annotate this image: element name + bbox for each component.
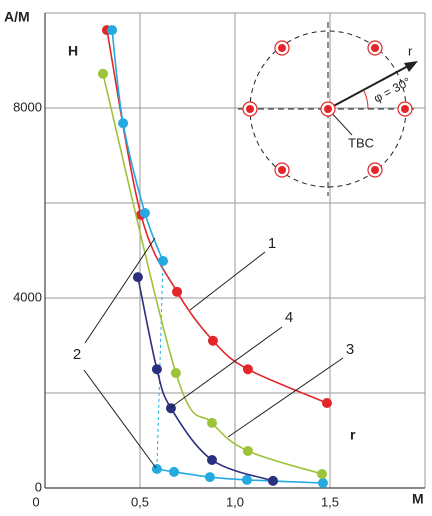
series-label: 2 xyxy=(73,346,81,363)
data-point xyxy=(97,68,108,79)
inset-label: r xyxy=(408,43,413,58)
x-tick-label: 1,5 xyxy=(321,494,339,509)
y-tick-label: 8000 xyxy=(13,99,42,114)
data-point xyxy=(151,364,162,375)
data-point xyxy=(139,207,150,218)
leader-line xyxy=(227,357,344,438)
data-point xyxy=(170,368,181,379)
series-label: 1 xyxy=(268,235,276,252)
data-point xyxy=(242,445,253,456)
leader-line xyxy=(189,251,266,311)
y-axis-label: A/M xyxy=(4,9,30,25)
data-point xyxy=(151,464,162,474)
series-label: 4 xyxy=(285,309,293,326)
series-label: 3 xyxy=(346,341,354,358)
data-point xyxy=(207,335,218,346)
y-tick-label: 4000 xyxy=(13,289,42,304)
x-tick-label: 1,0 xyxy=(226,494,244,509)
inset-arrowhead xyxy=(404,61,418,72)
series-curve xyxy=(102,73,323,475)
inset-rod-cores xyxy=(246,44,409,174)
inset-rods xyxy=(242,40,413,178)
data-point xyxy=(268,475,278,486)
x-tick-label: 0,5 xyxy=(131,494,149,509)
leader-line xyxy=(169,326,283,409)
annotation: H xyxy=(68,43,78,59)
inset-angle xyxy=(363,90,369,110)
x-axis-label: M xyxy=(412,491,424,507)
inset-label: φ = 30° xyxy=(371,74,413,105)
data-point xyxy=(172,286,183,297)
y-tick-label: 0 xyxy=(35,479,42,494)
data-point xyxy=(118,118,129,129)
series-curve xyxy=(106,29,328,404)
data-point xyxy=(207,454,218,465)
inset-diagram: r φ = 30° TBC xyxy=(238,22,418,196)
leader-line xyxy=(83,369,157,469)
data-point xyxy=(317,468,328,479)
data-point xyxy=(321,397,332,408)
data-point xyxy=(317,478,328,489)
data-point xyxy=(107,25,118,36)
leader-line xyxy=(84,237,156,344)
gap-connector xyxy=(156,260,164,470)
data-point xyxy=(169,466,180,477)
annotation: r xyxy=(350,427,356,443)
data-point xyxy=(157,255,168,266)
x-tick-label: 0 xyxy=(32,494,39,509)
series-curve xyxy=(111,30,324,484)
inset-arrow xyxy=(327,64,411,110)
data-point xyxy=(241,474,252,485)
data-point xyxy=(204,472,215,483)
inset-label: TBC xyxy=(348,135,374,150)
data-point xyxy=(242,364,253,375)
data-point xyxy=(207,417,218,428)
data-point xyxy=(132,272,143,283)
